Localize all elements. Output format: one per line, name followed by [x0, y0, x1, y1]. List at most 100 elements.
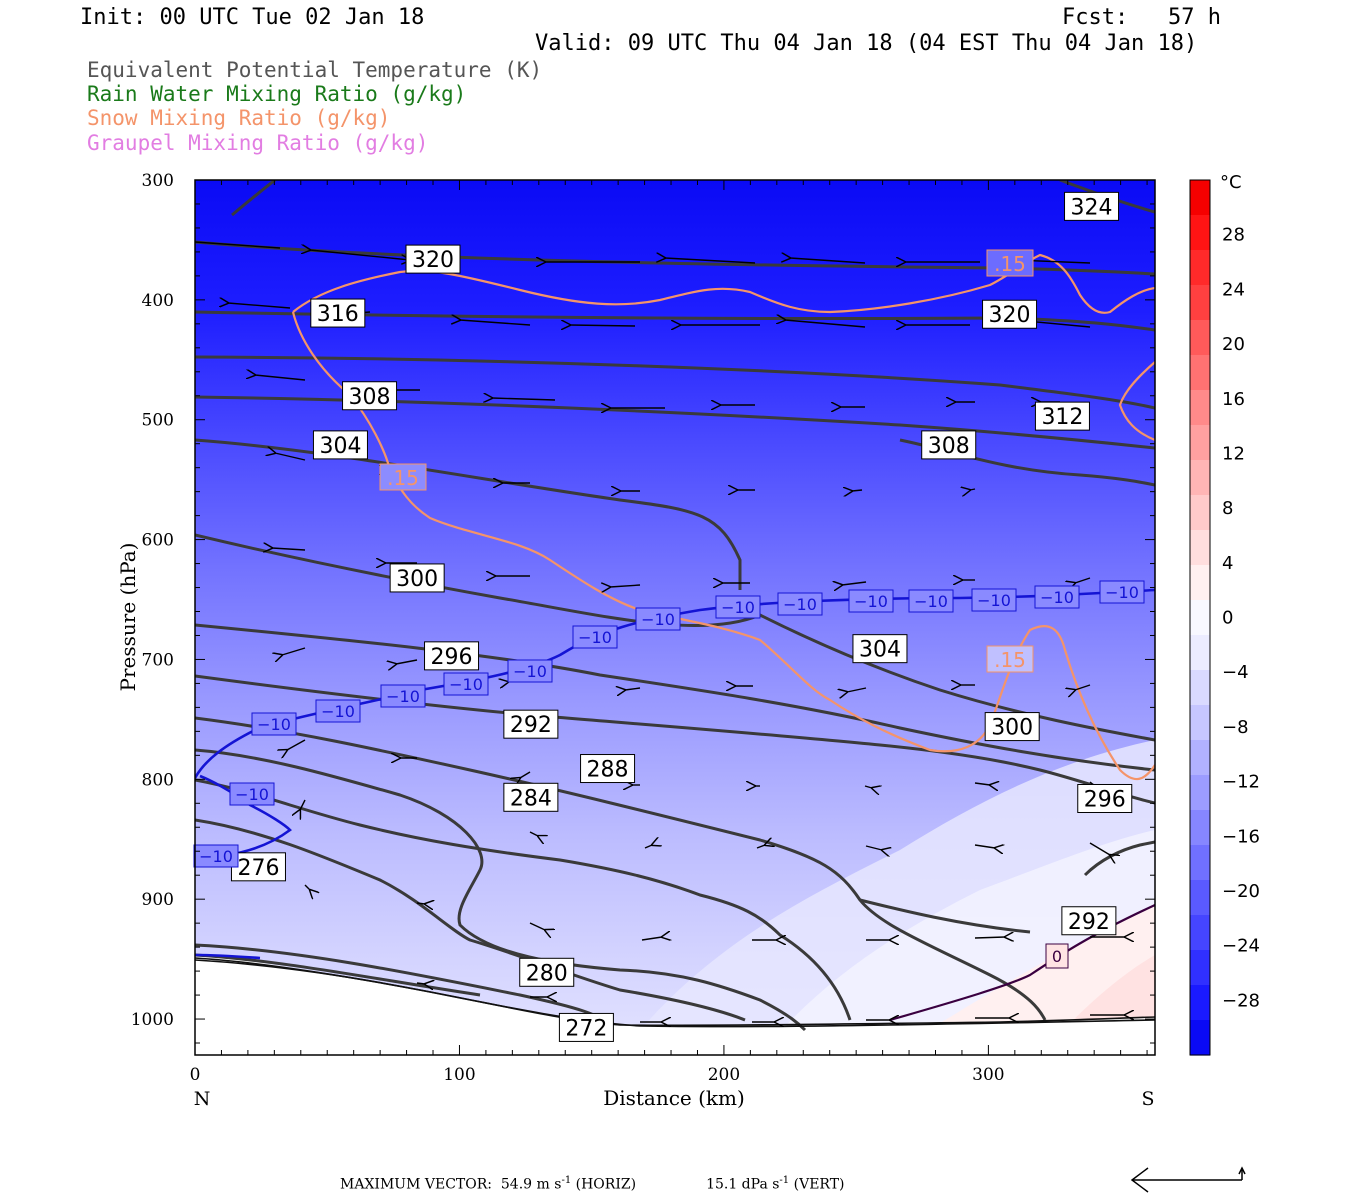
theta-e-label-box — [503, 709, 559, 739]
snow-label: .15 — [387, 466, 419, 490]
isotherm-label-box — [777, 592, 823, 616]
colorbar-bin — [1190, 495, 1210, 531]
colorbar-tick-label: −16 — [1222, 826, 1260, 847]
zero-label-box — [1045, 943, 1069, 969]
isotherm-label-box — [251, 712, 297, 736]
theta-e-label: 300 — [396, 567, 438, 592]
snow-label: .15 — [994, 252, 1026, 276]
colorbar-tick-label: −12 — [1222, 772, 1260, 793]
colorbar-bin — [1190, 1020, 1210, 1056]
y-tick-label: 300 — [142, 171, 174, 191]
theta-e-label: 308 — [349, 385, 391, 410]
theta-e-label-box — [424, 641, 480, 671]
colorbar-unit: °C — [1220, 172, 1242, 193]
y-tick-label: 700 — [142, 650, 174, 670]
isotherm-label: −10 — [641, 610, 675, 629]
y-tick-label: 600 — [142, 531, 174, 551]
isotherm-label: −10 — [977, 591, 1011, 610]
legend-snow: Snow Mixing Ratio (g/kg) — [87, 106, 391, 130]
colorbar-bin — [1190, 600, 1210, 636]
isotherm-label: −10 — [914, 592, 948, 611]
y-tick-label: 1000 — [131, 1010, 174, 1030]
theta-e-label: 296 — [431, 645, 473, 670]
isotherm-label-box — [848, 589, 894, 613]
theta-e-label: 272 — [565, 1016, 607, 1041]
vert-value: 15.1 dPa s — [706, 1176, 780, 1193]
theta-e-label: 300 — [991, 716, 1033, 741]
colorbar-frame — [1189, 179, 1211, 1056]
colorbar-bin — [1190, 215, 1210, 251]
isotherm-label: −10 — [235, 785, 269, 804]
theta-e-label: 284 — [510, 786, 552, 811]
max-vector-footer: MAXIMUM VECTOR: 54.9 m s-1 (HORIZ) 15.1 d… — [340, 1175, 845, 1193]
colorbar-bin — [1190, 740, 1210, 776]
colorbar-labels: 28 24 20 16 12 8 4 0 −4 −8 −12 −16 −20 −24 −28 — [1222, 225, 1260, 1012]
isotherm-label: −10 — [1105, 583, 1139, 602]
theta-e-label-box — [558, 1012, 614, 1042]
y-tick-label: 500 — [142, 411, 174, 431]
isotherm-label: −10 — [449, 675, 483, 694]
theta-e-label: 312 — [1041, 405, 1083, 430]
theta-e-label-box — [921, 430, 977, 460]
colorbar-tick-label: 0 — [1222, 608, 1233, 629]
theta-e-label: 316 — [317, 302, 359, 327]
theta-e-label-box — [312, 430, 368, 460]
colorbar-tick-label: 16 — [1222, 389, 1245, 410]
isotherm-label: −10 — [257, 715, 291, 734]
isotherm-label-box — [443, 672, 489, 696]
colorbar-tick-label: −24 — [1222, 936, 1260, 957]
colorbar-tick-label: −20 — [1222, 881, 1260, 902]
theta-e-label-box — [580, 754, 636, 784]
theta-e-label-box — [503, 782, 559, 812]
theta-e-label: 304 — [859, 638, 901, 663]
x-axis-labels: 0 100 200 300 — [190, 1065, 1005, 1085]
theta-e-label-box — [1061, 906, 1117, 936]
colorbar-bin — [1190, 390, 1210, 426]
colorbar-tick-label: −8 — [1222, 717, 1249, 738]
theta-e-label-box — [1077, 783, 1133, 813]
isotherm-label-box — [908, 589, 954, 613]
theta-e-label-box — [1064, 191, 1120, 221]
isotherm-label-box — [315, 699, 361, 723]
theta-e-label: 292 — [510, 713, 552, 738]
legend-rain-water: Rain Water Mixing Ratio (g/kg) — [87, 82, 467, 106]
isotherm-label: −10 — [199, 847, 233, 866]
colorbar-bin — [1190, 985, 1210, 1021]
x-axis-title: Distance (km) — [603, 1086, 745, 1110]
isotherm-label-box — [971, 588, 1017, 612]
colorbar-bin — [1190, 810, 1210, 846]
colorbar-bin — [1190, 635, 1210, 671]
colorbar-bin — [1190, 320, 1210, 356]
colorbar-bin — [1190, 530, 1210, 566]
colorbar-bin — [1190, 670, 1210, 706]
valid-time: Valid: 09 UTC Thu 04 Jan 18 (04 EST Thu … — [535, 31, 1198, 56]
max-vector-reference-arrow — [1130, 1166, 1246, 1193]
colorbar-tick-label: 8 — [1222, 498, 1233, 519]
colorbar-bin — [1190, 775, 1210, 811]
isotherm-label-box — [1099, 580, 1145, 604]
isotherm-label-box — [380, 684, 426, 708]
horiz-value: 54.9 m s — [500, 1176, 562, 1193]
colorbar-bin — [1190, 425, 1210, 461]
theta-e-label: 308 — [928, 434, 970, 459]
isotherm-labels: −10 −10 −10 −10 −10 −10 −10 −10 −10 −10 −10 −10 −10 −… — [193, 580, 1145, 969]
vert-tag: (VERT) — [793, 1176, 845, 1193]
theta-e-label: 276 — [237, 856, 279, 881]
theta-e-label: 324 — [1071, 195, 1113, 220]
snow-label: .15 — [994, 648, 1026, 672]
y-axis-title: Pressure (hPa) — [116, 543, 140, 692]
vert-exponent: -1 — [779, 1175, 790, 1186]
theta-e-labels: 324 320 320 316 312 308 308 304 304 300 300 296 296 2… — [230, 191, 1133, 1042]
legend-theta-e: Equivalent Potential Temperature (K) — [87, 58, 543, 82]
theta-e-label-box — [984, 712, 1040, 742]
theta-e-label-box — [389, 563, 445, 593]
colorbar-tick-label: 28 — [1222, 225, 1245, 246]
x-tick-label: 100 — [443, 1065, 475, 1085]
theta-e-label-box — [982, 299, 1038, 329]
horiz-tag: (HORIZ) — [575, 1176, 637, 1193]
colorbar-tick-label: 24 — [1222, 279, 1245, 300]
horiz-exponent: -1 — [561, 1175, 572, 1186]
x-tick-label: 200 — [708, 1065, 740, 1085]
colorbar-tick-label: 4 — [1222, 553, 1233, 574]
